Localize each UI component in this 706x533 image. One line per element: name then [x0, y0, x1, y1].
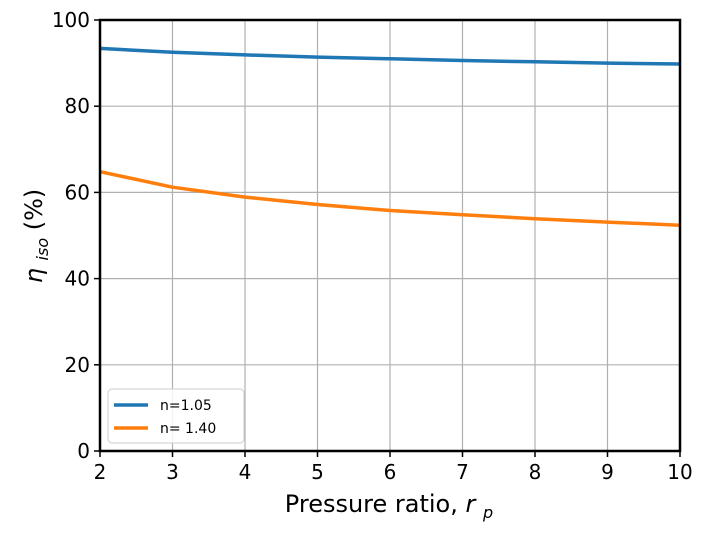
x-tick-label: 2 — [94, 460, 107, 484]
y-tick-label: 20 — [65, 353, 90, 377]
legend: n=1.05 n= 1.40 — [107, 388, 245, 444]
y-axis-label-subscript: iso — [33, 238, 52, 261]
x-tick-label: 8 — [529, 460, 542, 484]
grid — [99, 19, 681, 452]
x-tick-label: 6 — [384, 460, 397, 484]
x-tick-label: 3 — [166, 460, 179, 484]
svg-text:η iso (%): η iso (%) — [20, 189, 54, 284]
y-axis-label-symbol: η — [20, 268, 48, 283]
x-axis-label-text: Pressure ratio, — [285, 490, 458, 518]
svg-text:Pressure ratio, r: Pressure ratio, r p — [285, 490, 493, 522]
y-axis-label: η iso (%) — [20, 189, 54, 284]
x-tick-label: 7 — [456, 460, 469, 484]
series-line-0 — [99, 46, 681, 66]
y-axis-label-suffix: (%) — [20, 189, 48, 231]
x-tick-label: 5 — [311, 460, 324, 484]
legend-label-n105: n=1.05 — [160, 398, 212, 414]
y-tick-label: 80 — [65, 94, 90, 118]
y-tick-label: 0 — [77, 439, 90, 463]
x-axis-label-subscript: p — [482, 503, 493, 522]
x-axis-label: Pressure ratio, r p — [285, 490, 493, 522]
x-tick-label: 4 — [239, 460, 252, 484]
y-tick-label: 100 — [52, 8, 90, 32]
legend-label-n140: n= 1.40 — [160, 421, 216, 437]
y-tick-label: 40 — [65, 267, 90, 291]
x-tick-label: 9 — [601, 460, 614, 484]
series-layer — [99, 46, 681, 227]
x-tick-label: 10 — [667, 460, 692, 484]
series-line-1 — [99, 169, 681, 227]
y-tick-label: 60 — [65, 180, 90, 204]
x-axis-label-symbol: r — [466, 490, 478, 518]
